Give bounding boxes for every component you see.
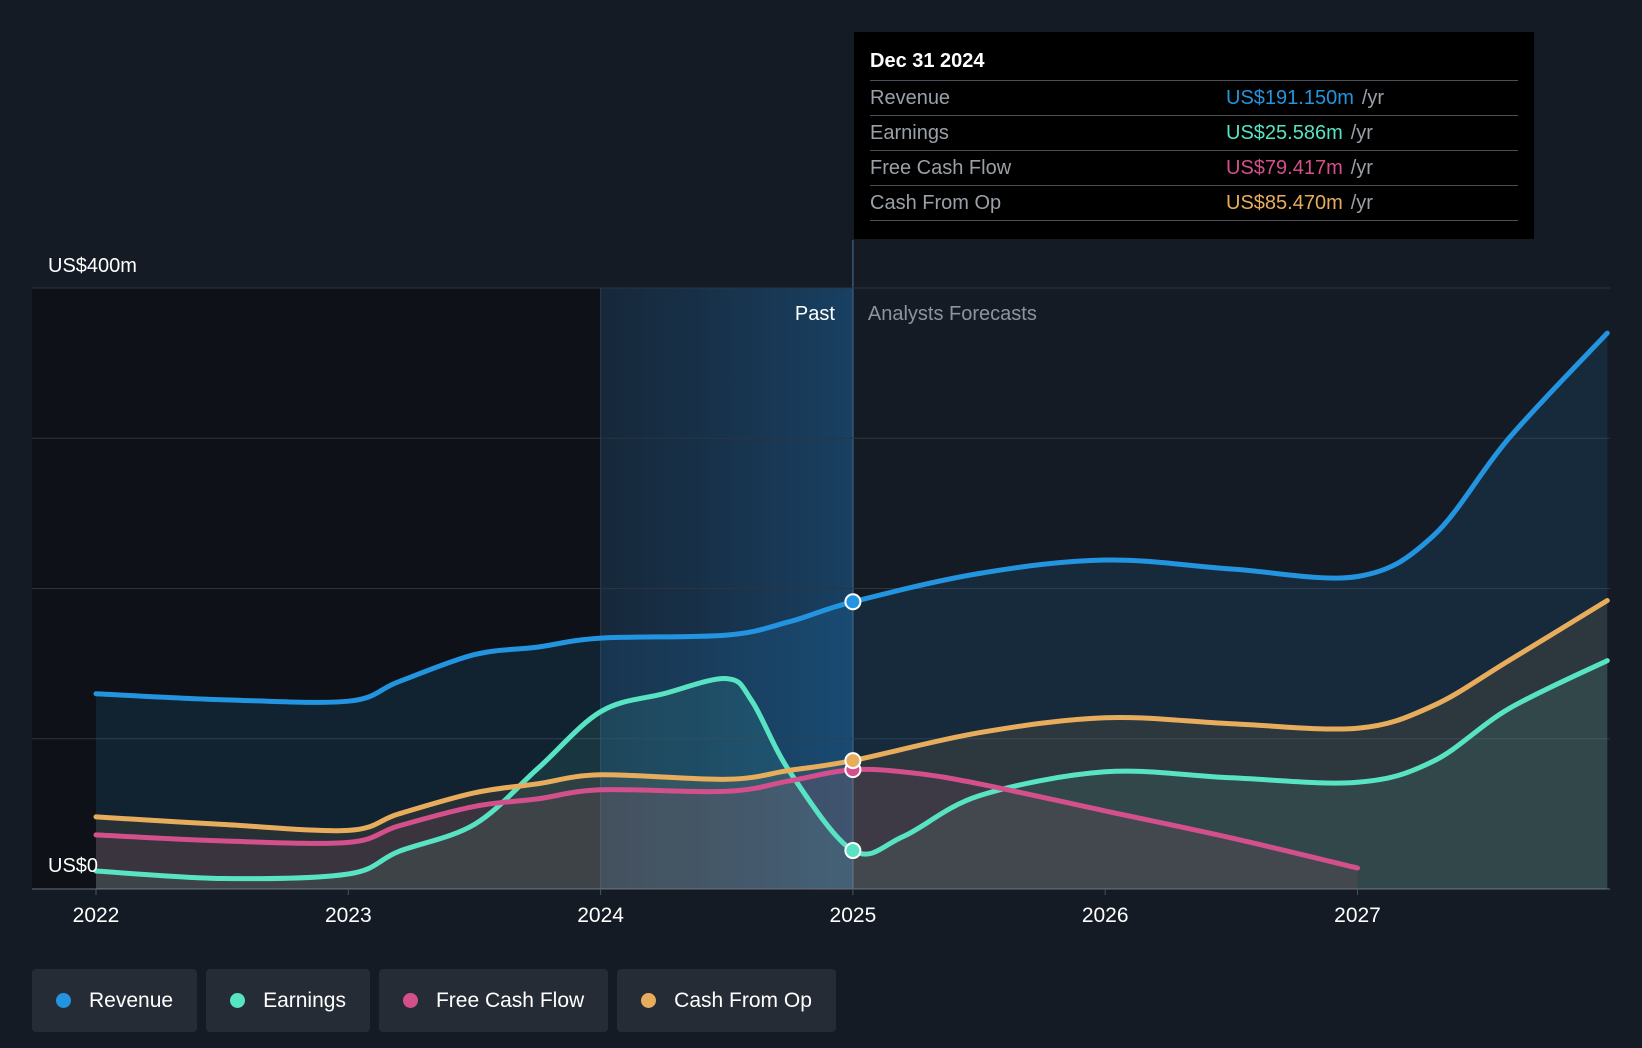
y-axis-label-max: US$400m — [48, 255, 137, 277]
legend-label: Revenue — [89, 988, 174, 1012]
area-earnings — [96, 660, 1608, 889]
legend-item-earnings[interactable]: Earnings — [206, 969, 370, 1032]
legend-label: Cash From Op — [674, 988, 812, 1012]
tooltip-unit: /yr — [1350, 157, 1373, 179]
tooltip-label: Cash From Op — [870, 192, 1002, 214]
tooltip-label: Earnings — [870, 122, 949, 144]
marker-earnings — [844, 842, 862, 860]
data-tooltip: Dec 31 2024 Revenue US$191.150m /yr Earn… — [854, 32, 1534, 239]
x-tick-label: 2022 — [73, 904, 120, 927]
legend-dot-icon — [641, 993, 657, 1008]
line-cash-from-op — [93, 598, 1610, 834]
tooltip-row-revenue: Revenue US$191.150m /yr — [870, 80, 1518, 115]
forecast-label: Analysts Forecasts — [868, 303, 1037, 325]
area-revenue — [96, 333, 1608, 890]
x-tick-label: 2026 — [1082, 904, 1129, 927]
tooltip-unit: /yr — [1361, 87, 1385, 109]
tooltip-label: Revenue — [870, 87, 951, 109]
legend-label: Free Cash Flow — [435, 988, 585, 1012]
marker-revenue — [844, 593, 862, 611]
tooltip-unit: /yr — [1350, 192, 1373, 214]
legend-item-free-cash-flow[interactable]: Free Cash Flow — [378, 969, 609, 1032]
tooltip-value: US$85.470m — [1226, 192, 1343, 214]
x-tick-label: 2024 — [577, 904, 624, 927]
line-earnings — [93, 658, 1610, 882]
tooltip-label: Free Cash Flow — [870, 157, 1012, 179]
tooltip-row-cash-from-op: Cash From Op US$85.470m /yr — [870, 185, 1518, 221]
legend-dot-icon — [56, 993, 71, 1008]
x-tick-label: 2025 — [830, 904, 877, 927]
y-axis-label-min: US$0 — [48, 855, 98, 877]
tooltip-value: US$191.150m — [1226, 87, 1354, 109]
legend-label: Earnings — [263, 988, 346, 1012]
legend-item-revenue[interactable]: Revenue — [32, 969, 198, 1032]
tooltip-row-earnings: Earnings US$25.586m /yr — [870, 115, 1518, 150]
area-cash-from-op — [96, 600, 1608, 889]
line-free-cash-flow — [93, 766, 1360, 871]
tooltip-row-free-cash-flow: Free Cash Flow US$79.417m /yr — [870, 150, 1518, 185]
legend-dot-icon — [230, 993, 246, 1008]
legend-item-cash-from-op[interactable]: Cash From Op — [617, 969, 836, 1032]
x-tick-label: 2027 — [1334, 904, 1381, 927]
marker-cash-from-op — [844, 752, 862, 770]
tooltip-value: US$25.586m — [1226, 122, 1343, 144]
line-revenue — [93, 330, 1610, 705]
legend-dot-icon — [402, 993, 418, 1008]
x-tick-label: 2023 — [325, 904, 372, 927]
tooltip-unit: /yr — [1350, 122, 1373, 144]
chart-legend: Revenue Earnings Free Cash Flow Cash Fro… — [32, 969, 836, 1032]
tooltip-value: US$79.417m — [1226, 157, 1343, 179]
past-label: Past — [795, 303, 835, 325]
tooltip-date: Dec 31 2024 — [870, 50, 985, 72]
